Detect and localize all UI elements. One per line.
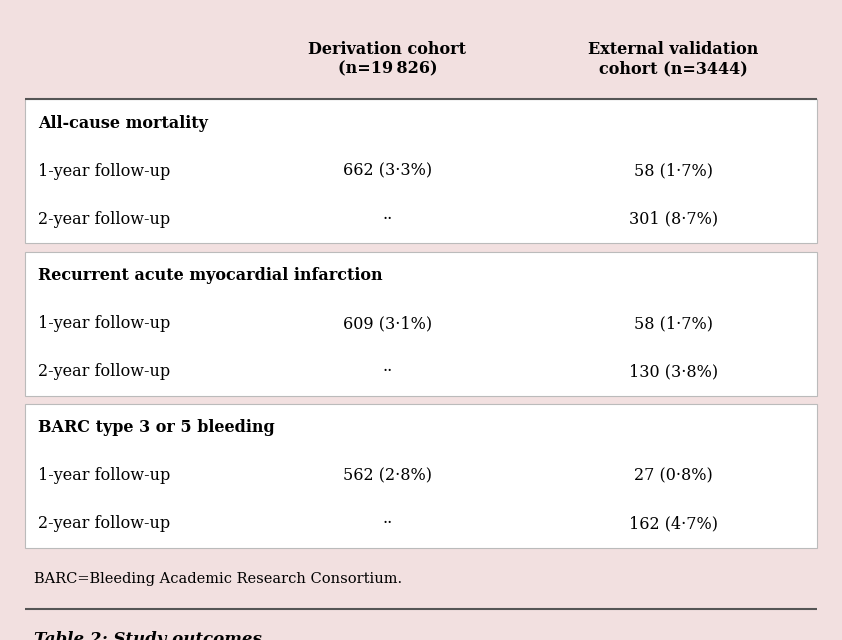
Text: 27 (0·8%): 27 (0·8%) xyxy=(634,467,713,484)
Text: ··: ·· xyxy=(382,211,392,228)
Text: 562 (2·8%): 562 (2·8%) xyxy=(343,467,432,484)
Text: ··: ·· xyxy=(382,515,392,532)
FancyBboxPatch shape xyxy=(25,99,817,243)
FancyBboxPatch shape xyxy=(25,404,817,548)
Text: ··: ·· xyxy=(382,363,392,380)
Text: 162 (4·7%): 162 (4·7%) xyxy=(629,515,718,532)
FancyBboxPatch shape xyxy=(25,252,817,396)
Text: 1-year follow-up: 1-year follow-up xyxy=(38,163,170,180)
Text: 2-year follow-up: 2-year follow-up xyxy=(38,363,170,380)
Text: 662 (3·3%): 662 (3·3%) xyxy=(343,163,432,180)
Text: 1-year follow-up: 1-year follow-up xyxy=(38,315,170,332)
Text: 609 (3·1%): 609 (3·1%) xyxy=(343,315,432,332)
Text: 58 (1·7%): 58 (1·7%) xyxy=(634,163,713,180)
Text: All-cause mortality: All-cause mortality xyxy=(38,115,208,132)
Text: 1-year follow-up: 1-year follow-up xyxy=(38,467,170,484)
Text: BARC=Bleeding Academic Research Consortium.: BARC=Bleeding Academic Research Consorti… xyxy=(34,572,402,586)
Text: 130 (3·8%): 130 (3·8%) xyxy=(629,363,718,380)
Text: 2-year follow-up: 2-year follow-up xyxy=(38,211,170,228)
Text: Recurrent acute myocardial infarction: Recurrent acute myocardial infarction xyxy=(38,267,382,284)
Text: Derivation cohort
(n=19 826): Derivation cohort (n=19 826) xyxy=(308,41,466,77)
Text: 58 (1·7%): 58 (1·7%) xyxy=(634,315,713,332)
Text: Table 2: Study outcomes: Table 2: Study outcomes xyxy=(34,630,262,640)
Text: 301 (8·7%): 301 (8·7%) xyxy=(629,211,718,228)
Text: External validation
cohort (n=3444): External validation cohort (n=3444) xyxy=(589,41,759,77)
Text: 2-year follow-up: 2-year follow-up xyxy=(38,515,170,532)
Text: BARC type 3 or 5 bleeding: BARC type 3 or 5 bleeding xyxy=(38,419,274,436)
